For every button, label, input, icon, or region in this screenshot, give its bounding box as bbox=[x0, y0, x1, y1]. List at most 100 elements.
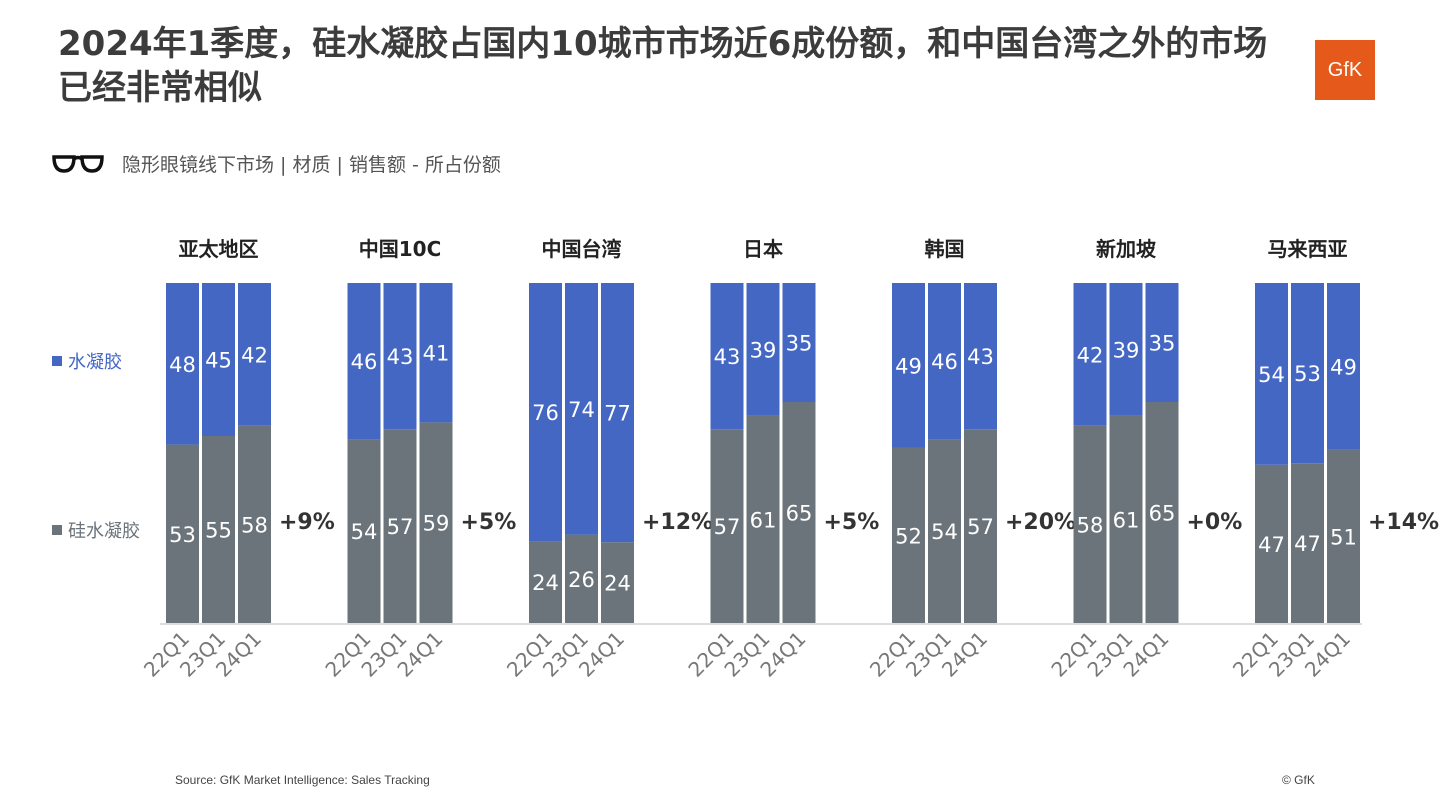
legend-label: 水凝胶 bbox=[68, 352, 122, 373]
bar-hydrogel bbox=[710, 283, 744, 430]
change-label: +9% bbox=[279, 510, 335, 535]
page-title: 2024年1季度，硅水凝胶占国内10城市市场近6成份额，和中国台湾之外的市场已经… bbox=[58, 24, 1268, 108]
data-label: 61 bbox=[750, 508, 777, 532]
legend-swatch bbox=[52, 525, 62, 535]
bar-hydrogel bbox=[383, 283, 417, 430]
data-label: 51 bbox=[1330, 525, 1357, 549]
data-label: 59 bbox=[423, 512, 450, 536]
bar-silicone-hydrogel bbox=[601, 542, 634, 623]
bar-silicone-hydrogel bbox=[964, 429, 997, 623]
data-label: 43 bbox=[714, 345, 741, 369]
bar-hydrogel bbox=[964, 283, 997, 430]
bar-hydrogel bbox=[1109, 283, 1143, 416]
data-label: 54 bbox=[931, 520, 958, 544]
bar-hydrogel bbox=[529, 283, 562, 542]
bar-silicone-hydrogel bbox=[782, 402, 816, 623]
bar-silicone-hydrogel bbox=[1073, 425, 1107, 623]
bar-hydrogel bbox=[347, 283, 381, 440]
change-label: +20% bbox=[1005, 510, 1076, 535]
group-title: 新加坡 bbox=[1096, 237, 1157, 261]
group-title: 中国10C bbox=[359, 237, 442, 261]
bar-silicone-hydrogel bbox=[529, 541, 562, 623]
data-label: 43 bbox=[967, 345, 994, 369]
data-label: 54 bbox=[351, 520, 378, 544]
data-label: 52 bbox=[895, 524, 922, 548]
bar-hydrogel bbox=[782, 283, 816, 402]
data-label: 54 bbox=[1258, 363, 1285, 387]
bar-hydrogel bbox=[746, 283, 780, 416]
bar-silicone-hydrogel bbox=[565, 534, 598, 623]
group-title: 日本 bbox=[743, 237, 783, 261]
change-label: +5% bbox=[824, 510, 880, 535]
data-label: 26 bbox=[568, 568, 595, 592]
data-label: 49 bbox=[1330, 355, 1357, 379]
bar-silicone-hydrogel bbox=[238, 425, 271, 623]
chart-subtitle: 隐形眼镜线下市场 | 材质 | 销售额 - 所占份额 bbox=[52, 150, 501, 177]
bar-hydrogel bbox=[601, 283, 634, 543]
bar-hydrogel bbox=[1327, 283, 1360, 450]
bar-hydrogel bbox=[238, 283, 271, 426]
bar-silicone-hydrogel bbox=[166, 444, 199, 623]
data-label: 35 bbox=[1149, 332, 1176, 356]
bar-silicone-hydrogel bbox=[202, 436, 235, 623]
bar-silicone-hydrogel bbox=[347, 439, 381, 623]
data-label: 76 bbox=[532, 401, 559, 425]
data-label: 65 bbox=[1149, 502, 1176, 526]
bar-silicone-hydrogel bbox=[892, 447, 925, 623]
bar-hydrogel bbox=[166, 283, 199, 445]
change-label: +14% bbox=[1368, 510, 1439, 535]
glasses-icon bbox=[52, 154, 104, 173]
data-label: 48 bbox=[169, 353, 196, 377]
legend-swatch bbox=[52, 356, 62, 366]
data-label: 42 bbox=[241, 343, 268, 367]
bar-hydrogel bbox=[565, 283, 598, 535]
change-label: +0% bbox=[1187, 510, 1243, 535]
data-label: 47 bbox=[1294, 532, 1321, 556]
data-label: 58 bbox=[241, 513, 268, 537]
data-label: 39 bbox=[1113, 338, 1140, 362]
bar-hydrogel bbox=[1145, 283, 1179, 402]
bar-silicone-hydrogel bbox=[383, 429, 417, 623]
bar-silicone-hydrogel bbox=[1291, 463, 1324, 623]
group-title: 马来西亚 bbox=[1268, 237, 1348, 261]
data-label: 65 bbox=[786, 502, 813, 526]
group-title: 韩国 bbox=[925, 237, 965, 261]
data-label: 57 bbox=[387, 515, 414, 539]
data-label: 47 bbox=[1258, 533, 1285, 557]
change-label: +12% bbox=[642, 510, 713, 535]
bar-silicone-hydrogel bbox=[419, 422, 453, 623]
bar-silicone-hydrogel bbox=[1109, 415, 1143, 623]
bar-hydrogel bbox=[928, 283, 961, 440]
bar-silicone-hydrogel bbox=[746, 415, 780, 623]
legend-item-silicone-hydrogel: 硅水凝胶 bbox=[52, 517, 140, 543]
data-label: 24 bbox=[604, 572, 631, 596]
gfk-logo: GfK bbox=[1315, 40, 1375, 100]
data-label: 41 bbox=[423, 342, 450, 366]
data-label: 58 bbox=[1077, 513, 1104, 537]
data-label: 35 bbox=[786, 332, 813, 356]
copyright: © GfK bbox=[1282, 773, 1315, 787]
bar-silicone-hydrogel bbox=[928, 439, 961, 623]
data-label: 46 bbox=[351, 350, 378, 374]
bar-silicone-hydrogel bbox=[710, 429, 744, 623]
data-label: 42 bbox=[1077, 343, 1104, 367]
bar-hydrogel bbox=[1073, 283, 1107, 426]
data-label: 43 bbox=[387, 345, 414, 369]
bar-hydrogel bbox=[202, 283, 235, 436]
group-title: 亚太地区 bbox=[179, 237, 259, 261]
bar-silicone-hydrogel bbox=[1327, 449, 1360, 623]
data-label: 53 bbox=[169, 523, 196, 547]
bar-hydrogel bbox=[419, 283, 453, 423]
data-label: 57 bbox=[714, 515, 741, 539]
data-label: 46 bbox=[931, 350, 958, 374]
bar-silicone-hydrogel bbox=[1145, 402, 1179, 623]
group-title: 中国台湾 bbox=[542, 237, 622, 261]
bar-silicone-hydrogel bbox=[1255, 464, 1288, 623]
data-label: 24 bbox=[532, 571, 559, 595]
data-label: 39 bbox=[750, 338, 777, 362]
data-label: 49 bbox=[895, 354, 922, 378]
data-label: 61 bbox=[1113, 508, 1140, 532]
subtitle-text: 隐形眼镜线下市场 | 材质 | 销售额 - 所占份额 bbox=[122, 154, 501, 176]
data-label: 45 bbox=[205, 349, 232, 373]
